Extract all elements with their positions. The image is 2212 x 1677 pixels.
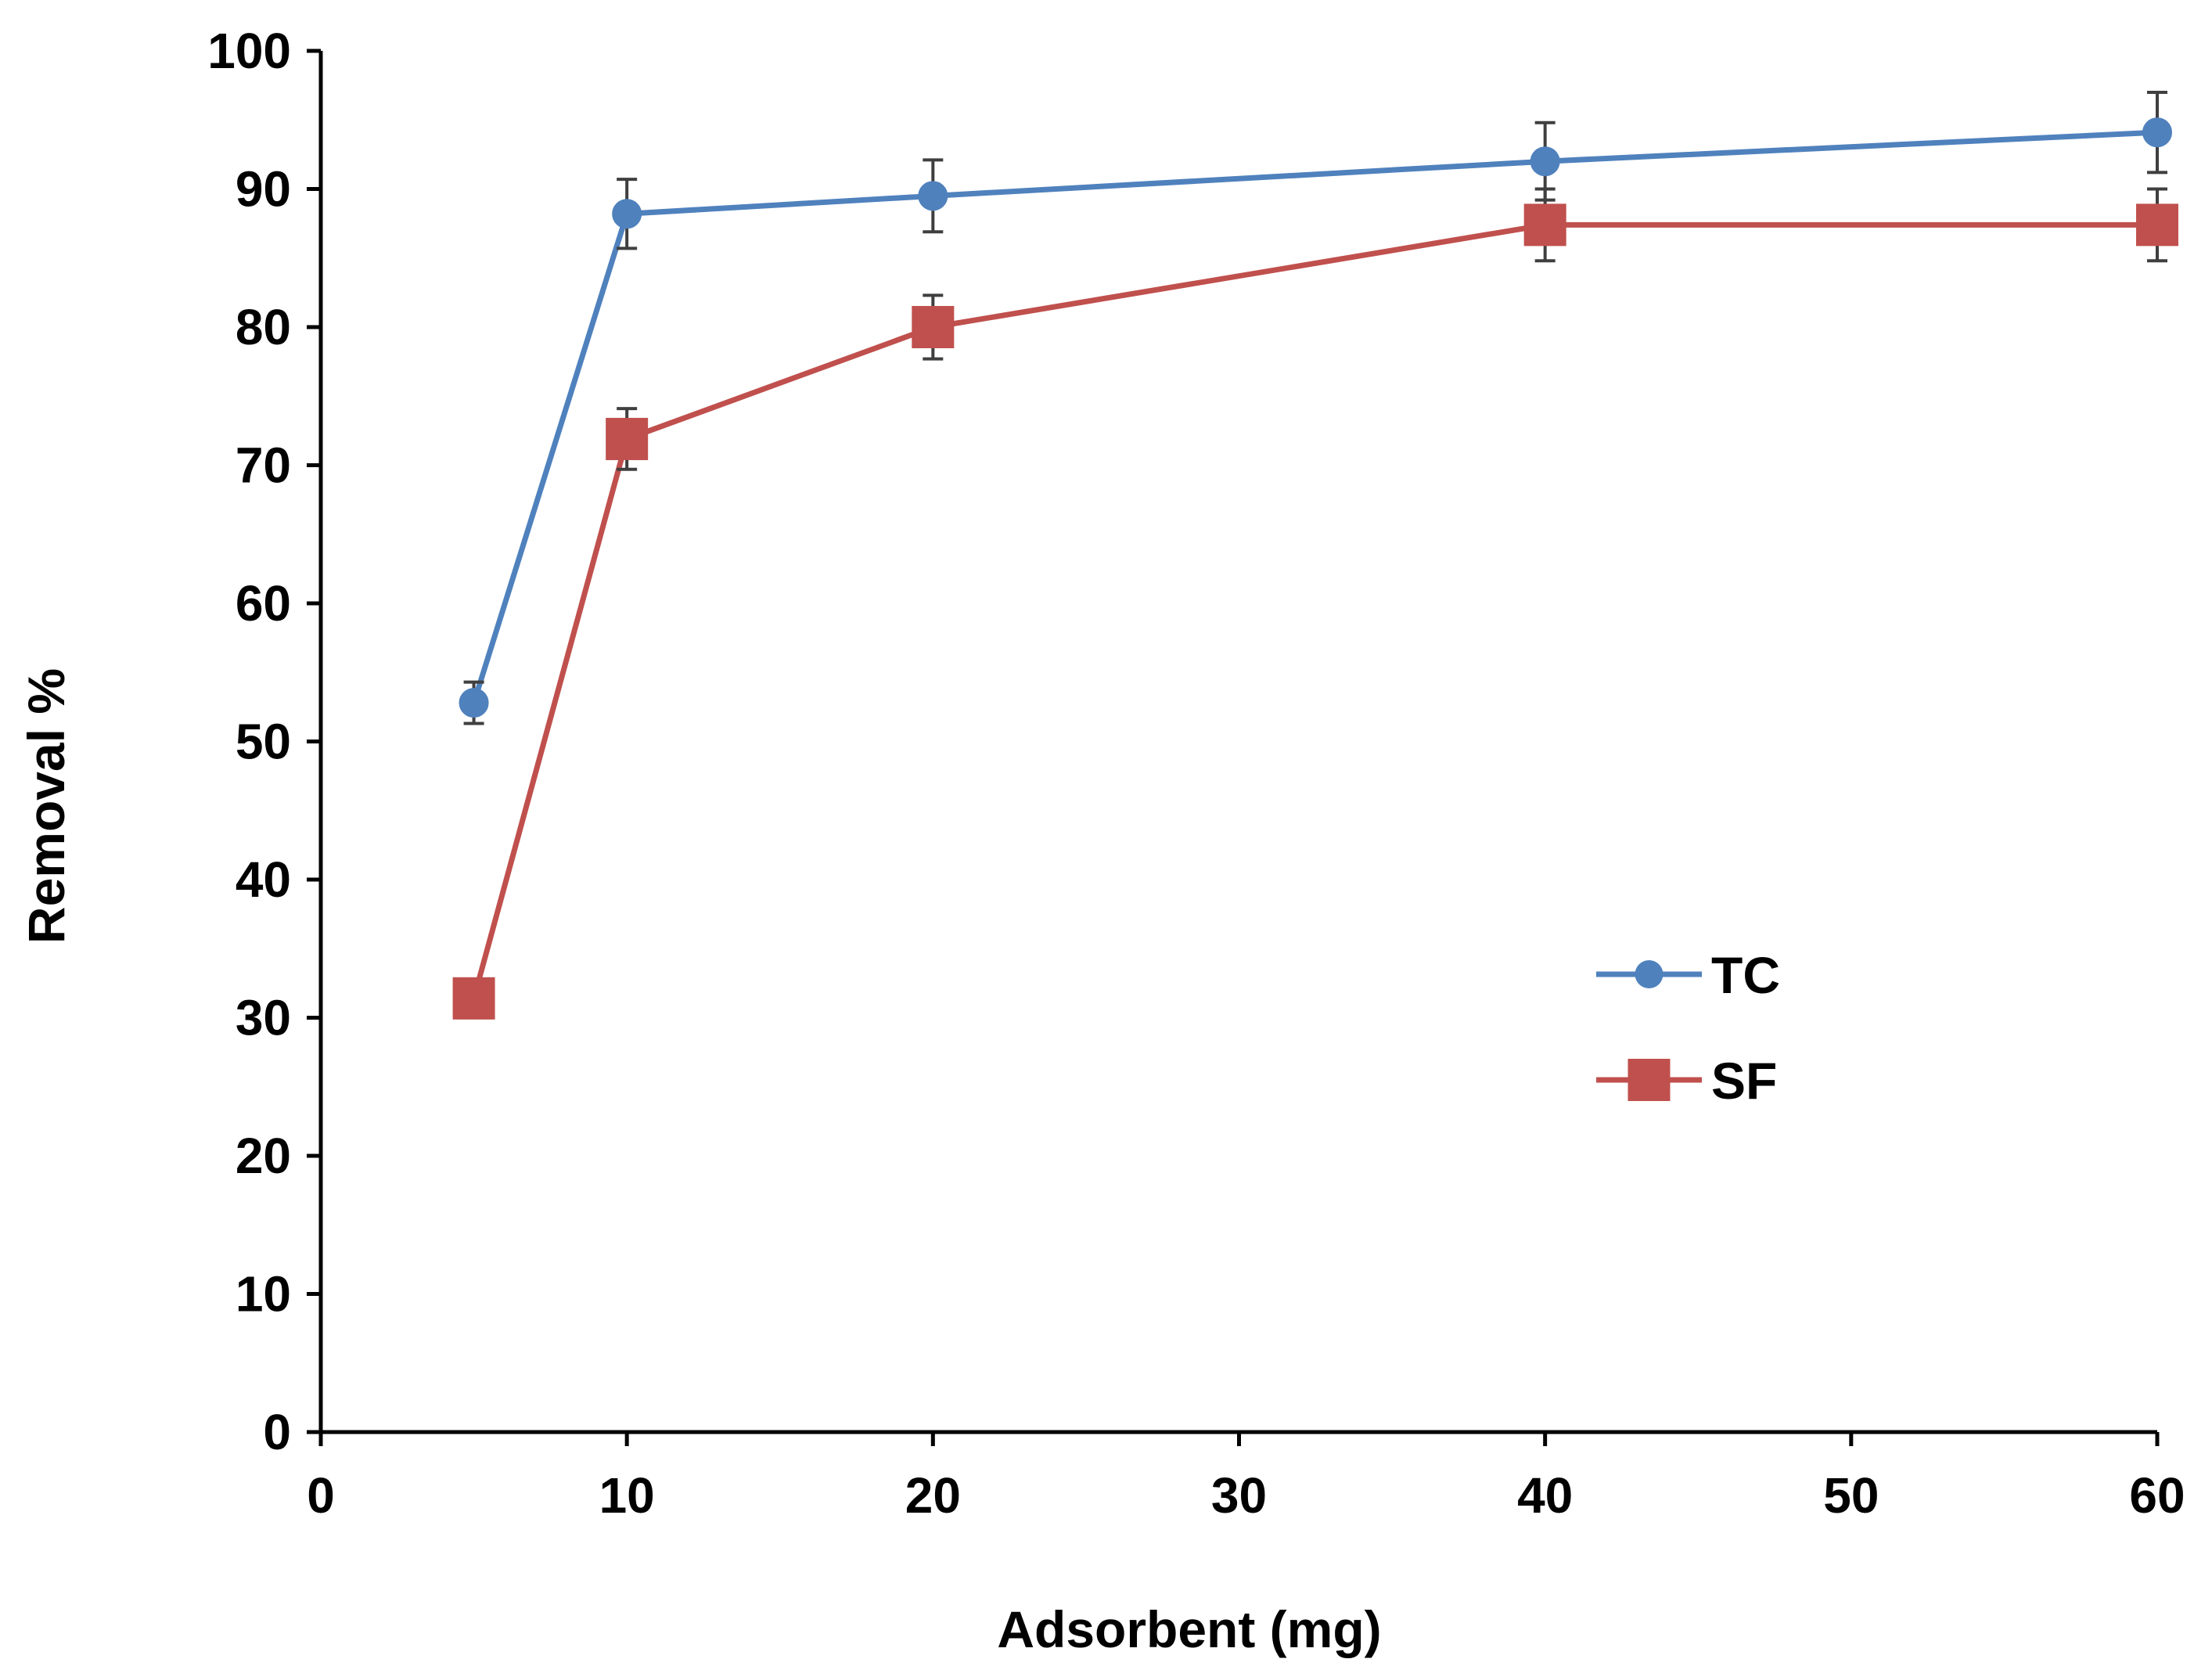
legend-label-sf: SF — [1711, 1052, 1777, 1110]
data-point-tc — [2142, 117, 2172, 148]
series-layer — [452, 90, 2178, 1020]
x-tick-label: 40 — [1517, 1467, 1573, 1524]
data-point-sf — [912, 306, 955, 348]
series-tc — [459, 90, 2172, 725]
y-axis-title: Removal % — [17, 668, 75, 944]
y-tick-label: 10 — [236, 1266, 291, 1323]
legend-marker-sf — [1628, 1059, 1671, 1101]
x-tick-label: 20 — [905, 1467, 961, 1524]
y-tick-label: 70 — [236, 437, 291, 494]
y-tick-label: 50 — [236, 714, 291, 770]
y-tick-label: 20 — [236, 1128, 291, 1184]
x-tick-label: 30 — [1211, 1467, 1267, 1524]
series-line-sf — [471, 221, 2157, 999]
data-point-sf — [1523, 203, 1566, 247]
data-point-sf — [606, 417, 649, 460]
series-line-tc — [471, 129, 2158, 704]
data-point-sf — [452, 977, 495, 1020]
y-tick-label: 0 — [263, 1404, 291, 1460]
x-axis-title: Adsorbent (mg) — [997, 1600, 1381, 1658]
series-sf — [452, 187, 2178, 1020]
y-tick-label: 90 — [236, 161, 291, 218]
x-tick-label: 0 — [307, 1467, 335, 1524]
axes: 0 10 20 30 40 50 60 70 80 90 100 0 10 20 30 40 50 60 — [207, 23, 2185, 1524]
data-point-tc — [612, 199, 642, 229]
data-point-tc — [918, 181, 948, 211]
y-tick-label: 100 — [207, 23, 291, 79]
y-tick-label: 30 — [236, 990, 291, 1046]
x-tick-label: 50 — [1823, 1467, 1879, 1524]
y-tick-label: 60 — [236, 575, 291, 632]
legend-marker-tc — [1635, 960, 1663, 988]
data-point-tc — [1530, 146, 1560, 177]
y-tick-label: 40 — [236, 851, 291, 908]
x-tick-label: 10 — [599, 1467, 655, 1524]
legend: TC SF — [1596, 946, 1780, 1110]
legend-item-tc: TC — [1596, 946, 1780, 1004]
legend-item-sf: SF — [1596, 1052, 1777, 1110]
x-tick-label: 60 — [2129, 1467, 2185, 1524]
data-point-sf — [2136, 203, 2178, 247]
y-tick-label: 80 — [236, 299, 291, 355]
data-point-tc — [459, 688, 489, 718]
legend-label-tc: TC — [1711, 946, 1780, 1004]
